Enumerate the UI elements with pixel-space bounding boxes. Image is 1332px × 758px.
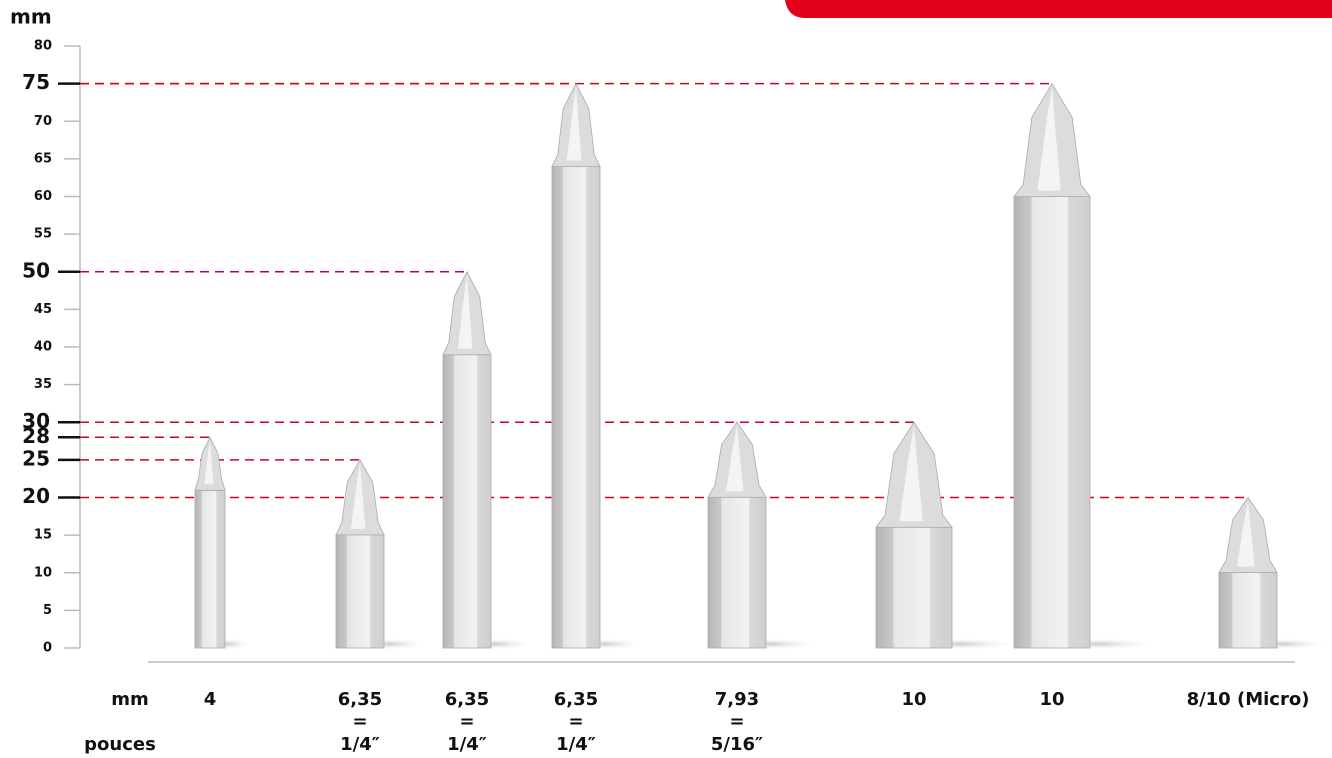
y-tick-label: 50 (22, 258, 50, 282)
bit-flute (1236, 501, 1255, 567)
bit (194, 436, 252, 650)
banner (785, 0, 1332, 18)
y-tick-label: 60 (34, 189, 52, 204)
inch-label: 1/4″ (447, 734, 487, 755)
bit-shank (1013, 196, 1091, 649)
y-tick-label: 45 (34, 302, 52, 317)
x-tick-label: 10 (1039, 689, 1064, 710)
bit-shank (194, 489, 226, 649)
y-tick-label: 28 (22, 424, 50, 448)
y-tick-label: 40 (34, 340, 52, 355)
bit-flute (457, 275, 473, 349)
bit-shank (1218, 572, 1278, 649)
bit (707, 421, 819, 650)
y-tick-label: 35 (34, 377, 52, 392)
bit-shank (875, 526, 953, 649)
x-tick-label: 8/10 (Micro) (1187, 689, 1310, 710)
bit-shank (442, 354, 492, 649)
y-tick-label: 20 (22, 484, 50, 508)
y-tick-label: 65 (34, 151, 52, 166)
y-axis-label: mm (10, 5, 52, 29)
bit (1218, 496, 1330, 650)
equals-sign: = (352, 711, 367, 732)
y-tick-label: 80 (34, 39, 52, 54)
bit (335, 459, 428, 650)
x-tick-label: 10 (901, 689, 926, 710)
equals-sign: = (459, 711, 474, 732)
bit-shank (335, 534, 385, 649)
bit (442, 270, 535, 650)
equals-sign: = (568, 711, 583, 732)
x-tick-label: 4 (204, 689, 217, 710)
bit (1013, 82, 1159, 650)
row-label: pouces (84, 734, 156, 755)
y-tick-label: 15 (34, 528, 52, 543)
bit-flute (1037, 87, 1061, 191)
y-tick-label: 0 (43, 641, 52, 656)
y-tick-label: 75 (22, 70, 50, 94)
y-tick-label: 25 (22, 446, 50, 470)
bit (875, 421, 1021, 650)
bit-shank (707, 496, 767, 649)
x-tick-label: 6,35 (445, 689, 489, 710)
bit-flute (350, 463, 366, 529)
x-tick-label: 7,93 (715, 689, 759, 710)
y-tick-label: 5 (43, 603, 52, 618)
bit-flute (899, 426, 923, 522)
bit-shank (551, 166, 601, 649)
x-tick-label: 6,35 (554, 689, 598, 710)
y-tick-label: 55 (34, 227, 52, 242)
bit-flute (566, 87, 582, 161)
bit-flute (204, 441, 214, 485)
x-tick-label: 6,35 (338, 689, 382, 710)
inch-label: 5/16″ (711, 734, 763, 755)
bit (551, 82, 644, 650)
equals-sign: = (729, 711, 744, 732)
inch-label: 1/4″ (340, 734, 380, 755)
row-label: mm (111, 689, 149, 710)
bit-flute (725, 426, 744, 492)
y-tick-label: 10 (34, 565, 52, 580)
y-tick-label: 30 (22, 409, 50, 433)
y-tick-label: 70 (34, 114, 52, 129)
inch-label: 1/4″ (556, 734, 596, 755)
